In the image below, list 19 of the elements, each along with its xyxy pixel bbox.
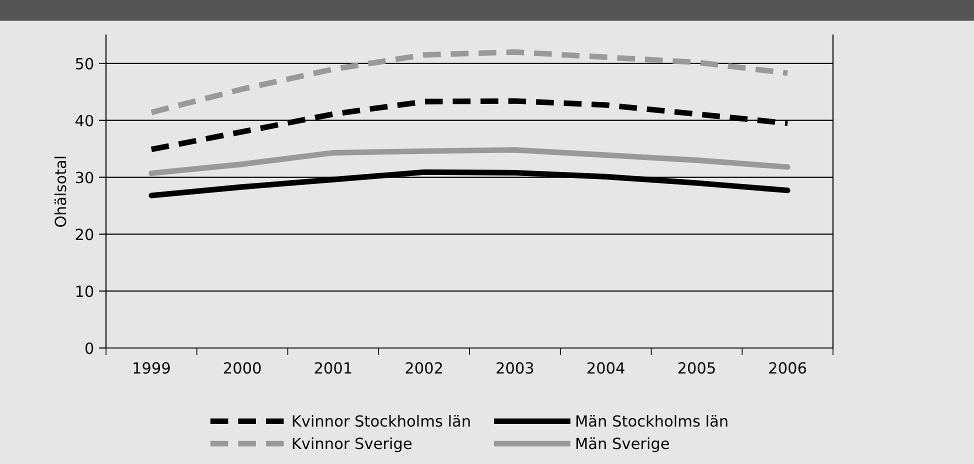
x-tick-label: 1999 <box>134 362 170 374</box>
x-tick-label: 2004 <box>587 362 624 374</box>
y-tick-label: 30 <box>76 172 94 184</box>
y-tick-label: 20 <box>76 228 94 240</box>
x-tick-label: 2005 <box>678 362 715 374</box>
x-tick-label: 2000 <box>224 362 261 374</box>
legend-label: Kvinnor Sverige <box>292 437 412 452</box>
y-tick-label: 40 <box>76 114 94 126</box>
y-axis-title: Ohälsotal <box>54 156 66 227</box>
x-tick-label: 2003 <box>496 362 534 374</box>
legend-label: Kvinnor Stockholms län <box>292 414 470 427</box>
x-tick-label: 2001 <box>314 362 352 374</box>
x-tick-label: 2006 <box>769 362 806 374</box>
legend-label: Män Stockholms län <box>576 414 728 427</box>
y-tick-label: 50 <box>76 58 94 70</box>
y-tick-label: 0 <box>85 342 94 354</box>
y-tick-label: 10 <box>76 286 94 298</box>
legend-label: Män Sverige <box>576 437 669 452</box>
x-tick-label: 2002 <box>406 362 442 374</box>
